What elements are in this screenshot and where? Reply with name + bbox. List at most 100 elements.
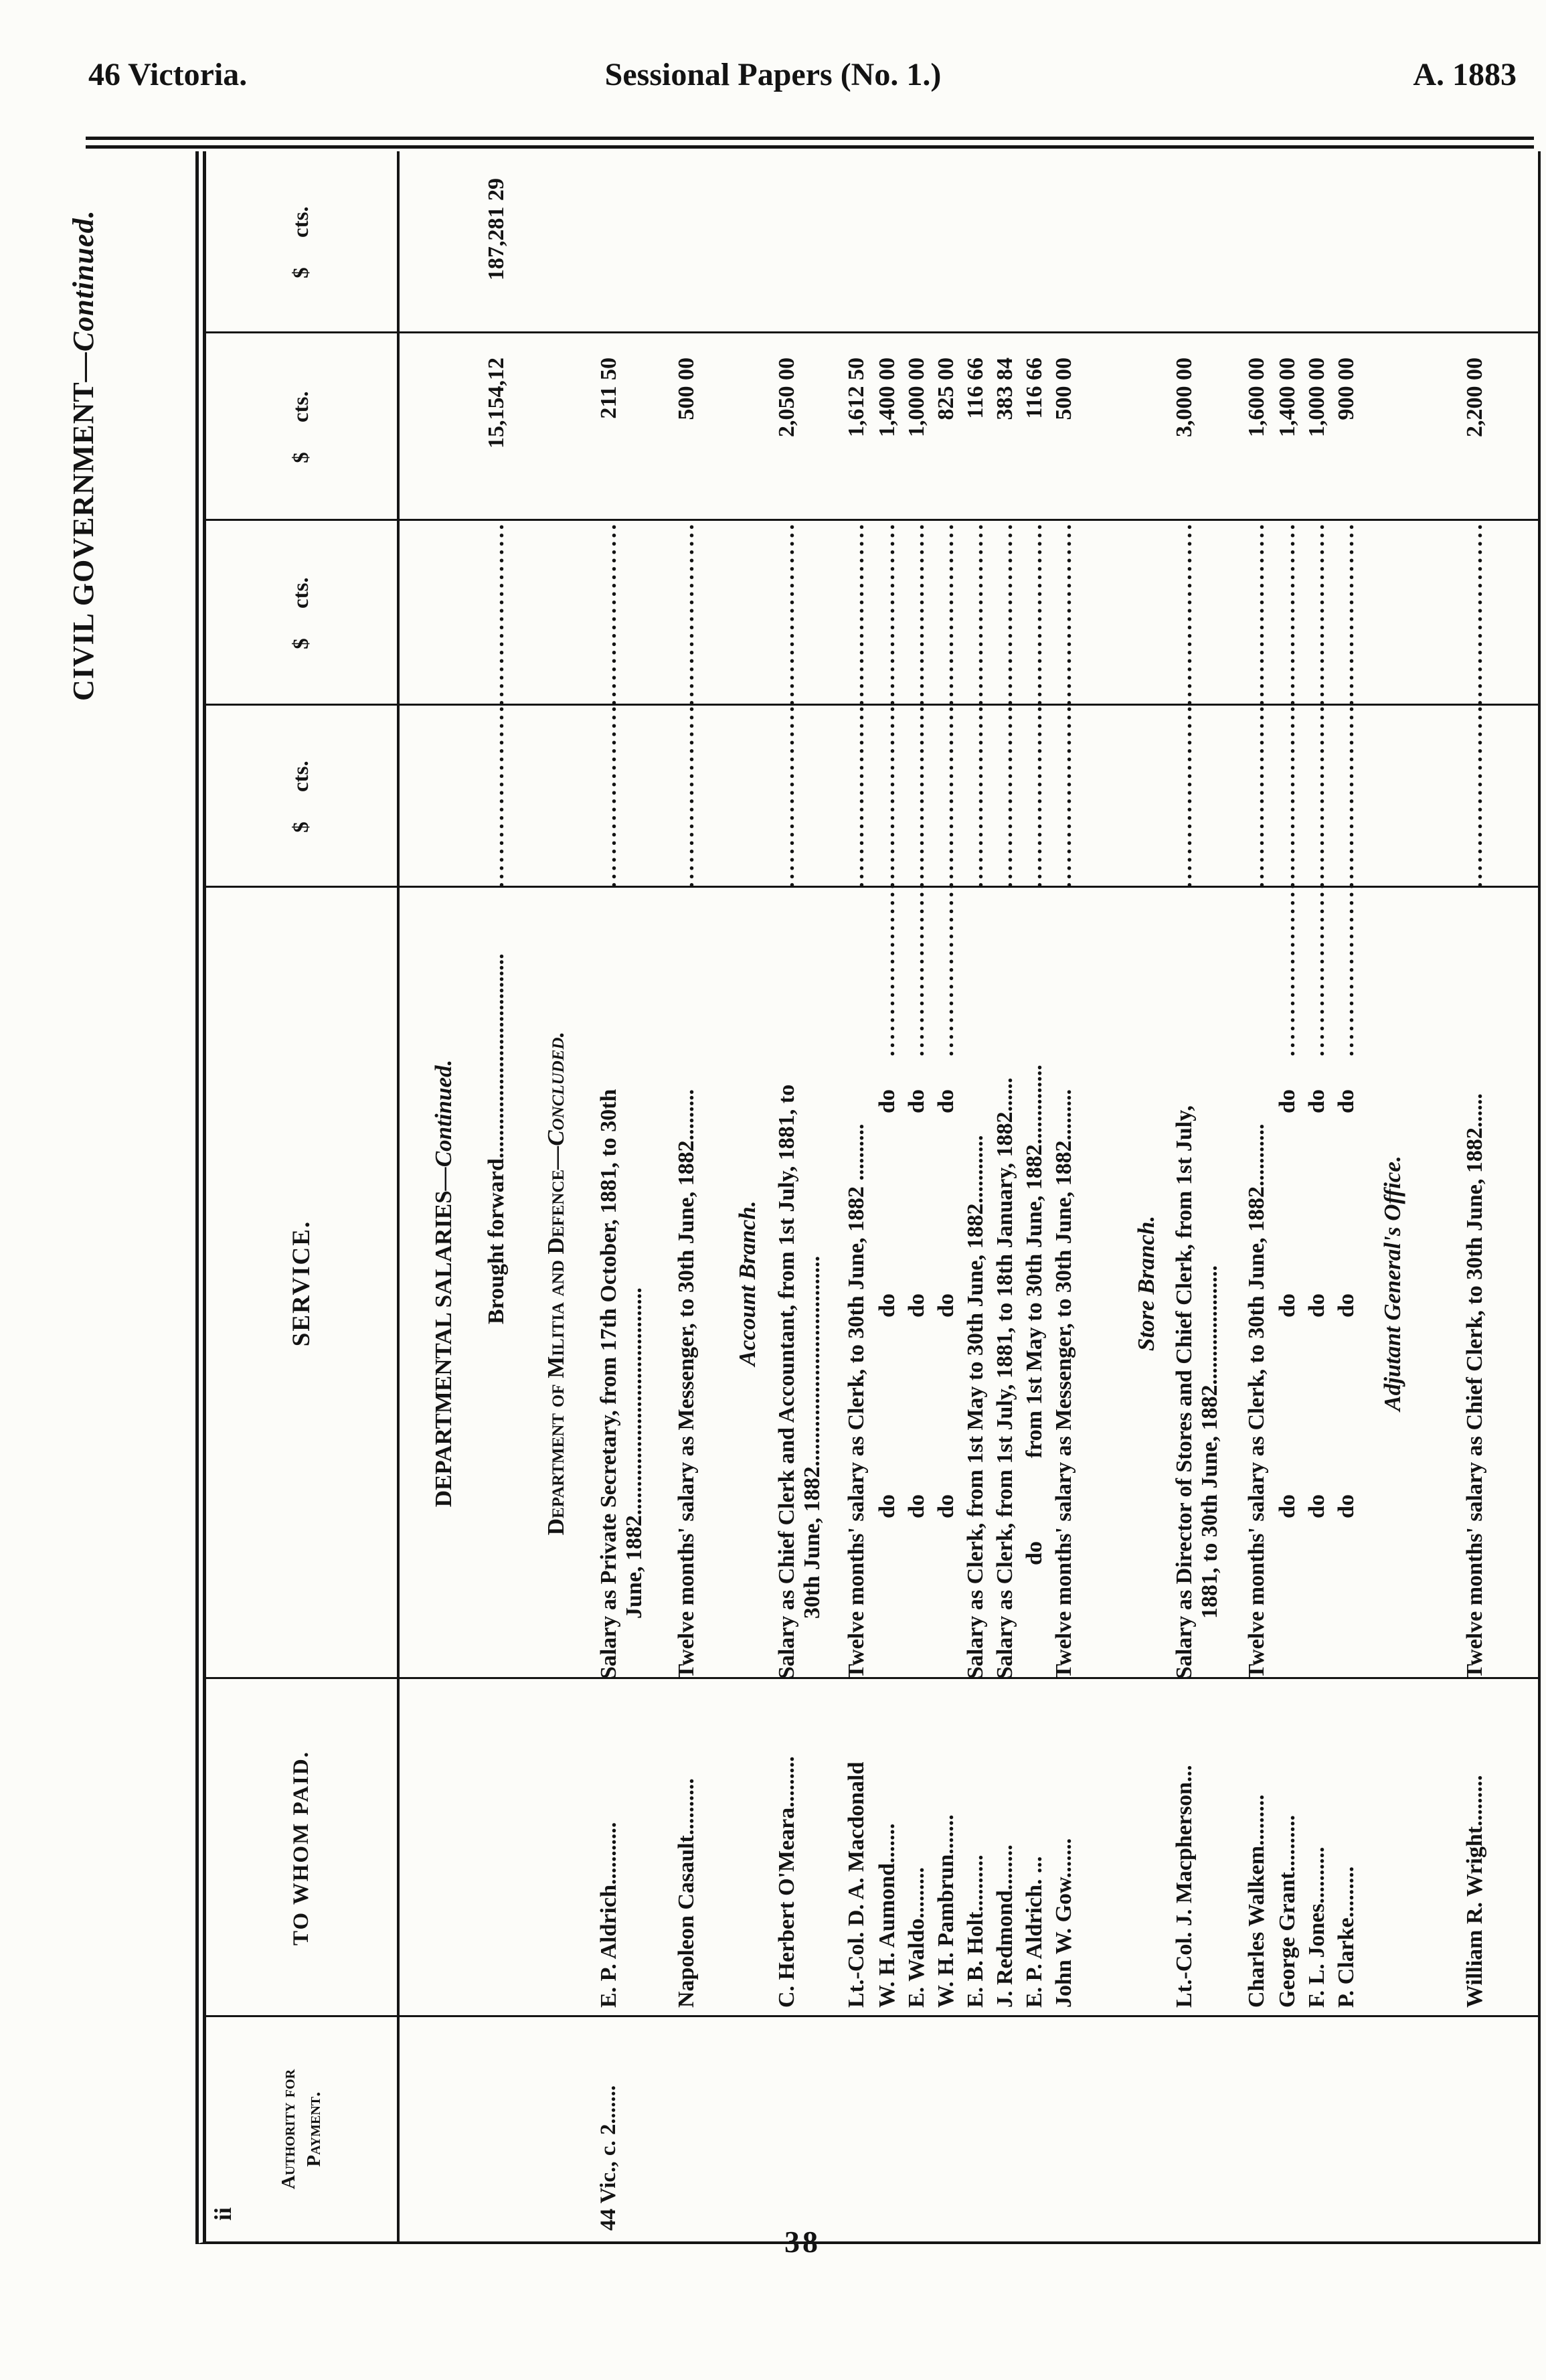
leader-dots: ........................................… (993, 706, 1022, 888)
amount-value: 383 84 (993, 358, 1017, 420)
leader-dots-text: ........................................… (934, 521, 958, 706)
ditto-mark: do (1304, 1494, 1329, 1518)
service-text: Twelve months' salary as Clerk, to 30th … (844, 1123, 869, 1679)
leader-dots: ........................................… (1172, 706, 1237, 888)
leader-dots: ........................................… (596, 521, 662, 706)
service-cell: do do do..................................… (904, 888, 934, 1679)
leader-dots-text: ........................................… (1462, 521, 1487, 706)
section-heading: Adjutant General's Office. (1379, 1156, 1405, 1411)
service-text: Twelve months' salary as Messenger, to 3… (1051, 1089, 1076, 1679)
ledger-table: Authority for Payment. TO WHOM PAID. SER… (195, 151, 1541, 2244)
ditto-mark: do (875, 1494, 899, 1518)
ditto-mark: do (934, 1494, 958, 1518)
leader-dots-text: ........................................… (596, 521, 621, 706)
leader-dots: ........................................… (993, 521, 1022, 706)
amount-value: 1,600 00 (1244, 358, 1269, 437)
service-cell: Twelve months' salary as Messenger, to 3… (674, 888, 709, 1679)
payee-cell: E. P. Aldrich. ... (1022, 1670, 1051, 2017)
amount-cell: 211 50 (596, 333, 662, 521)
table-row: W. H. Pambrun....... do do do..............… (934, 151, 963, 2241)
service-text: Salary as Clerk, from 1st July, 1881, to… (993, 1077, 1017, 1679)
leader-dots-text: ........................................… (1022, 706, 1047, 888)
leader-dots-text: ........................................… (904, 521, 929, 706)
ditto-mark: do (1275, 1494, 1300, 1518)
service-cell: Twelve months' salary as Clerk, to 30th … (1244, 888, 1275, 1679)
payee-cell: W. H. Pambrun....... (934, 1670, 963, 2017)
header-title: Sessional Papers (No. 1.) (604, 57, 942, 92)
ditto-mark: do (1334, 1293, 1359, 1318)
section-heading-row: Adjutant General's Office. (1379, 151, 1415, 2241)
ditto-mark: do (904, 1293, 929, 1318)
payee-name: P. Clarke......... (1334, 1866, 1359, 2008)
payee-name: W. H. Aumond....... (875, 1823, 899, 2008)
leader-dots: ........................................… (1172, 521, 1237, 706)
service-cell: do do do..................................… (1334, 888, 1363, 1679)
service-heading-cell: Store Branch. (1133, 888, 1168, 1679)
section-heading-suffix: —Concluded. (543, 1031, 569, 1170)
leader-dots: ........................................… (1304, 888, 1330, 1056)
section-heading: Account Branch. (734, 1200, 760, 1366)
service-text: Brought forward.........................… (484, 953, 509, 1324)
amount-value: 500 00 (1051, 358, 1076, 420)
ditto-mark: do (1304, 1293, 1329, 1318)
table-body: DEPARTMENTAL SALARIES—Continued. Brought … (400, 151, 1538, 2241)
amount-cell: 116 66 (963, 333, 993, 521)
service-text: from 1st May to 30th June, 1882.........… (1022, 1064, 1047, 1458)
payee-cell: E. Waldo......... (904, 1670, 934, 2017)
leader-dots-text: ........................................… (774, 521, 799, 706)
ditto-mark: do (1275, 1089, 1300, 1113)
leader-dots-text: ........................................… (934, 706, 958, 888)
leader-dots-text: ........................................… (774, 706, 799, 888)
service-text-line2: 30th June, 1882.........................… (800, 1255, 825, 1619)
table-row: Napoleon Casault.......... Twelve months'… (674, 151, 709, 2241)
authority-reference: 44 Vic., c. 2....... (596, 2085, 620, 2231)
leader-dots-text: ........................................… (484, 706, 509, 888)
service-cell: Twelve months' salary as Messenger, to 3… (1051, 888, 1082, 1679)
payee-name: Lt.-Col. J. Macpherson... (1172, 1765, 1197, 2008)
table-title: CIVIL GOVERNMENT—Continued. (66, 210, 104, 701)
amount-value: 825 00 (934, 358, 958, 420)
leader-dots: ........................................… (1051, 706, 1082, 888)
amount-cell: 1,600 00 (1244, 333, 1275, 521)
leader-dots-text: ........................................… (1051, 521, 1076, 706)
table-row: George Grant.......... do do do............… (1275, 151, 1304, 2241)
payee-name: E. B. Holt.......... (963, 1854, 988, 2008)
amount-value: 3,000 00 (1172, 358, 1197, 437)
amount-cell: 1,000 00 (904, 333, 934, 521)
leader-dots: ........................................… (1334, 706, 1363, 888)
payee-cell: Napoleon Casault.......... (674, 1670, 709, 2017)
col-header-money-2: $ cts. (289, 577, 313, 649)
section-heading: Store Branch. (1133, 1215, 1159, 1352)
leader-dots: ........................................… (934, 521, 963, 706)
leader-dots: ........................................… (484, 706, 523, 888)
service-text: Salary as Chief Clerk and Accountant, fr… (774, 1084, 799, 1679)
leader-dots-text: ........................................… (1022, 521, 1047, 706)
payee-name: E. P. Aldrich........... (596, 1822, 621, 2008)
service-cell: do do do..................................… (1304, 888, 1334, 1679)
ditto-mark: do (875, 1293, 899, 1318)
service-text: Twelve months' salary as Clerk, to 30th … (1244, 1123, 1269, 1679)
leader-dots: ........................................… (904, 521, 934, 706)
leader-dots: ........................................… (1334, 888, 1359, 1056)
leader-dots-text: ........................................… (1275, 521, 1300, 706)
payee-cell: William R. Wright......... (1462, 1670, 1498, 2017)
page-header: 46 Victoria. Sessional Papers (No. 1.) A… (0, 56, 1546, 103)
total-value: 187,281 29 (484, 178, 509, 281)
section-heading-suffix: —Continued. (430, 1059, 456, 1191)
payee-cell: John W. Gow....... (1051, 1670, 1082, 2017)
amount-cell: 116 66 (1022, 333, 1051, 521)
ditto-mark: do (875, 1089, 899, 1113)
amount-cell: 1,400 00 (875, 333, 904, 521)
amount-value: 1,612 50 (844, 358, 869, 437)
service-cell: Salary as Chief Clerk and Accountant, fr… (774, 888, 840, 1679)
table-row: P. Clarke......... do do do................… (1334, 151, 1363, 2241)
amount-value: 116 66 (963, 358, 988, 419)
table-row: Brought forward.........................… (484, 151, 523, 2241)
ditto-mark: do (1334, 1494, 1359, 1518)
payee-name: W. H. Pambrun....... (934, 1814, 958, 2008)
amount-cell: 2,050 00 (774, 333, 840, 521)
service-cell: Salary as Director of Stores and Chief C… (1172, 888, 1237, 1679)
leader-dots-text: ........................................… (1051, 706, 1076, 888)
leader-dots: ........................................… (1275, 706, 1304, 888)
col-header-money-4: $ cts. (289, 206, 313, 279)
